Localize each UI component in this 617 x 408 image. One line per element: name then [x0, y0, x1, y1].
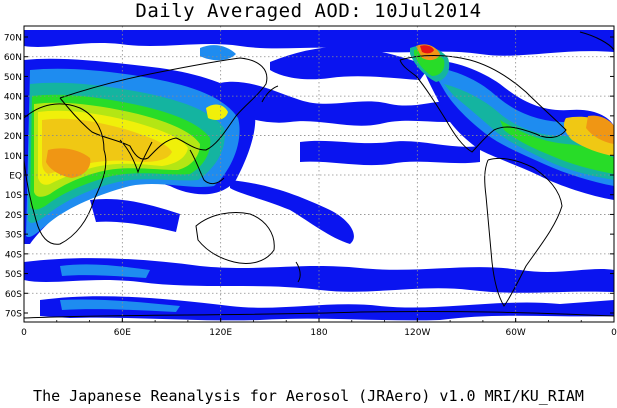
lon-tick-label: 120E — [209, 328, 232, 338]
coast-north-america — [399, 55, 567, 153]
lat-tick-label: EQ — [9, 172, 22, 182]
map-footer: The Japanese Reanalysis for Aerosol (JRA… — [33, 387, 584, 405]
lat-tick-label: 10N — [4, 152, 22, 162]
coast-se-asia — [189, 149, 225, 185]
aod-lightblue-5 — [60, 299, 180, 312]
coast-india — [119, 139, 153, 174]
aod-band-indian-ocean — [90, 198, 180, 232]
coast-antarctic — [24, 310, 614, 319]
coast-greenland — [579, 31, 614, 51]
lon-tick-label: 180 — [310, 328, 327, 338]
lon-tick-label: 0 — [21, 328, 27, 338]
aod-map: 70N 60N 50N 40N 30N 20N 10N EQ 10S 20S 30S 40S 50S 60… — [4, 25, 617, 384]
lon-tick-label: 60E — [114, 328, 131, 338]
lat-tick-label: 40S — [5, 250, 22, 260]
coast-africa — [24, 103, 107, 245]
lat-tick-label: 30S — [5, 231, 22, 241]
lat-tick-label: 50N — [4, 73, 22, 83]
lat-tick-label: 50S — [5, 270, 22, 280]
longitude-axis: 0 60E 120E 180 120W 60W 0 — [21, 318, 617, 338]
aod-orange-2 — [586, 115, 614, 144]
aod-lightblue-4 — [60, 264, 150, 278]
lat-tick-label: 10S — [5, 191, 22, 201]
aod-band-southern-2 — [40, 296, 614, 321]
latitude-axis: 70N 60N 50N 40N 30N 20N 10N EQ 10S 20S 30S 40S 50S 60… — [4, 34, 614, 320]
lat-tick-label: 40N — [4, 93, 22, 103]
aod-map-svg: 70N 60N 50N 40N 30N 20N 10N EQ 10S 20S 30S 40S 50S 60… — [4, 25, 617, 384]
graticule — [24, 26, 614, 322]
aod-yellow-2 — [206, 104, 228, 120]
aod-orange-1 — [46, 148, 91, 178]
lon-tick-label: 60W — [505, 328, 525, 338]
lon-tick-label: 0 — [611, 328, 617, 338]
lat-tick-label: 60S — [5, 290, 22, 300]
map-title: Daily Averaged AOD: 10Jul2014 — [135, 0, 482, 22]
lat-tick-label: 20N — [4, 132, 22, 142]
aod-field — [24, 30, 614, 321]
lat-tick-label: 60N — [4, 53, 22, 63]
coast-nz — [295, 261, 301, 283]
aod-band-north-pacific-2 — [270, 46, 430, 80]
coast-south-america — [484, 157, 563, 307]
aod-band-tropical-pacific — [300, 140, 480, 166]
coast-australia — [195, 212, 275, 264]
lon-tick-label: 120W — [404, 328, 430, 338]
lat-tick-label: 70N — [4, 34, 22, 44]
aod-green-2 — [500, 120, 614, 174]
aod-band-north-pacific — [210, 81, 470, 126]
aod-band-trop-south — [230, 180, 354, 244]
lat-tick-label: 70S — [5, 310, 22, 320]
coast-japan — [261, 85, 279, 103]
lat-tick-label: 30N — [4, 112, 22, 122]
aod-red-hotspot — [420, 45, 434, 54]
lat-tick-label: 20S — [5, 211, 22, 221]
